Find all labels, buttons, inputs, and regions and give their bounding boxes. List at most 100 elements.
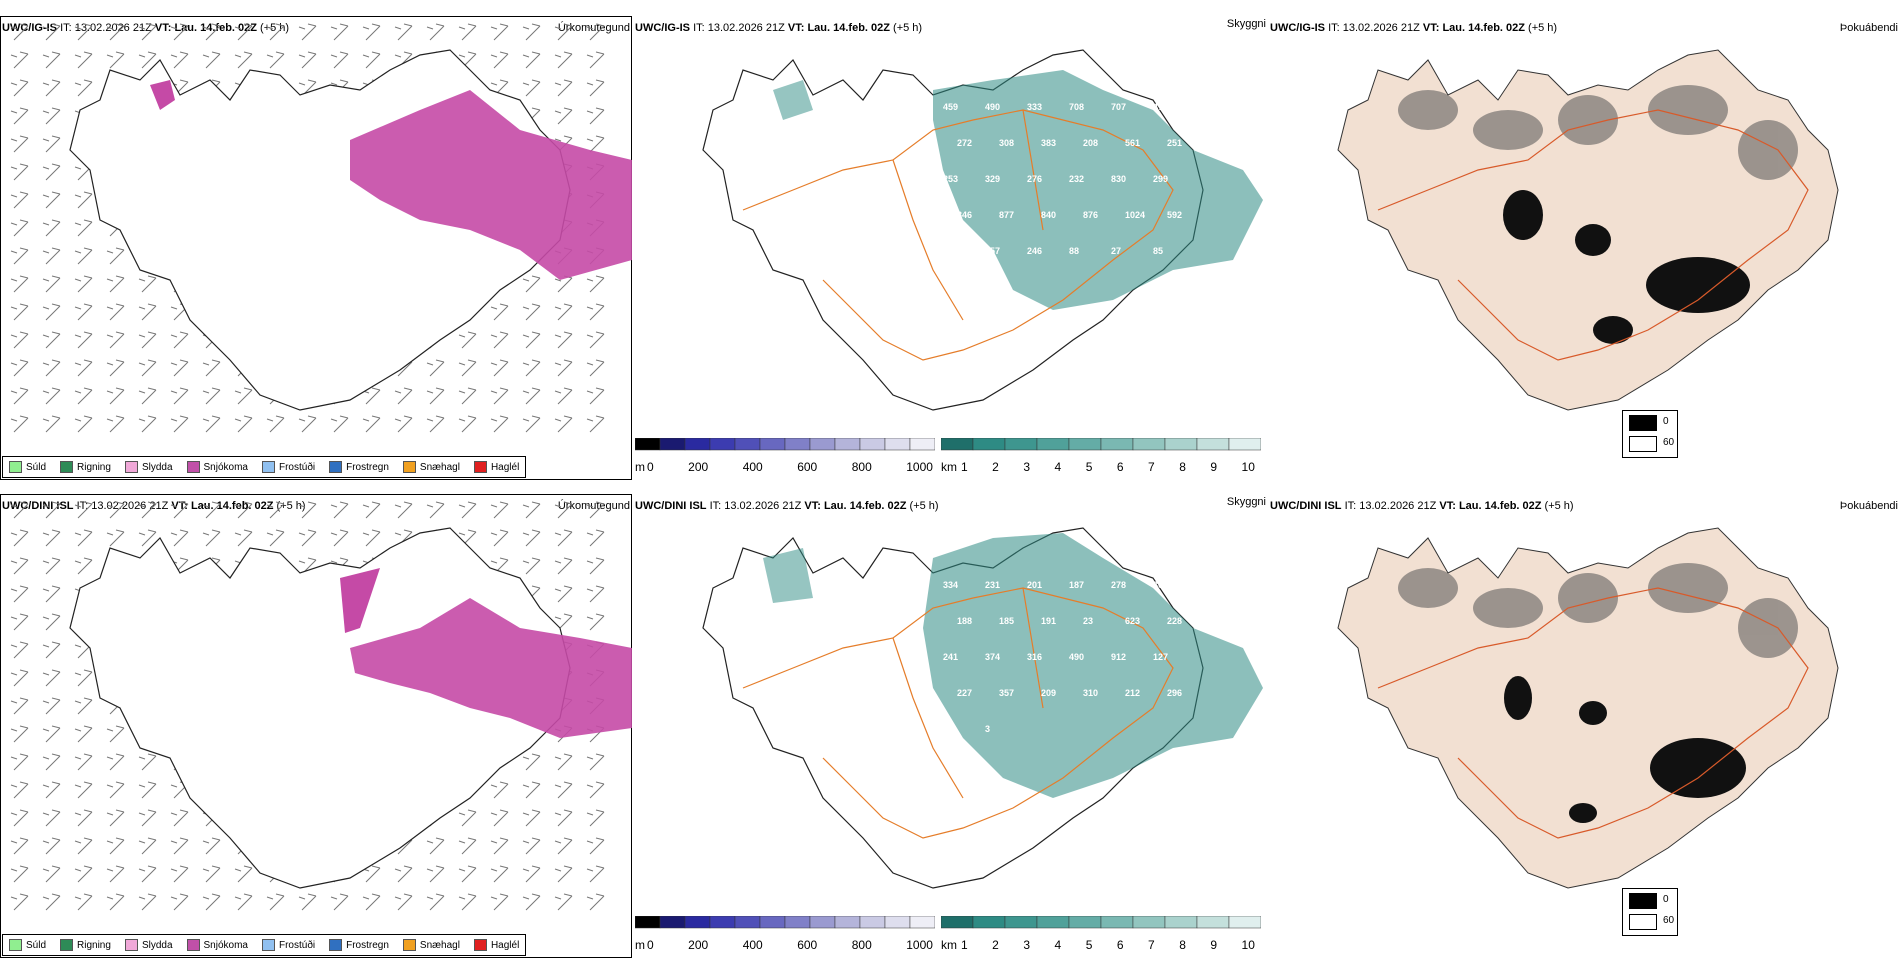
visibility-panel-0: UWC/IG-IS IT: 13.02.2026 21Z VT: Lau. 14… — [633, 0, 1268, 480]
panel-header: UWC/IG-IS IT: 13.02.2026 21Z VT: Lau. 14… — [0, 20, 632, 36]
panel-header: UWC/DINI ISL IT: 13.02.2026 21Z VT: Lau.… — [633, 496, 1268, 514]
wind-barb — [10, 837, 29, 855]
cloud-base-label: 212 — [1125, 688, 1140, 698]
wind-barb — [74, 359, 93, 377]
wind-barb — [10, 585, 29, 603]
vt-label: VT: — [804, 500, 821, 512]
colorbar-bin — [1132, 438, 1166, 451]
colorbar-bin — [1068, 438, 1102, 451]
wind-barb — [298, 415, 317, 433]
iceland-visibility-map: 459 490 333 708 707 471 272 308 383 208 561 251 253 3… — [702, 49, 1263, 411]
wind-barb — [554, 893, 573, 911]
fog-low-label: 0 — [1663, 894, 1669, 905]
wind-barb — [586, 51, 605, 69]
wind-barb — [458, 415, 477, 433]
wind-barb — [10, 23, 29, 41]
cloud-base-label: 272 — [957, 138, 972, 148]
wind-barb — [554, 107, 573, 125]
colorbar-tick: 6 — [1116, 460, 1124, 474]
legend-item: Súld — [9, 939, 46, 951]
wind-barb — [586, 809, 605, 827]
cloud-base-label: 241 — [943, 652, 958, 662]
wind-barb — [74, 23, 93, 41]
precip-type-panel-1: UWC/DINI ISL IT: 13.02.2026 21Z VT: Lau.… — [0, 478, 632, 958]
colorbar-bin — [809, 438, 836, 451]
wind-barb — [490, 893, 509, 911]
wind-barb — [138, 781, 157, 799]
colorbar-bin — [709, 438, 736, 451]
cloud-base-colorbar: m 0 200 400 600 800 1000 — [635, 916, 935, 952]
wind-barb — [106, 837, 125, 855]
wind-barb — [42, 247, 61, 265]
wind-barb — [554, 387, 573, 405]
wind-barb — [490, 837, 509, 855]
road-network — [1377, 109, 1809, 361]
wind-barb — [586, 893, 605, 911]
colorbar-tick: 800 — [851, 938, 872, 952]
wind-barb — [586, 837, 605, 855]
wind-barb — [362, 23, 381, 41]
snow-area-north — [340, 568, 380, 633]
wind-barb — [202, 51, 221, 69]
field-name: Þokuábendi — [1839, 500, 1898, 512]
wind-barb — [74, 79, 93, 97]
legend-swatch — [473, 939, 487, 951]
model-name: UWC/DINI ISL — [635, 500, 707, 512]
legend-label: Frostúði — [278, 461, 316, 473]
wind-barb — [42, 163, 61, 181]
wind-barb — [298, 51, 317, 69]
low-visibility-area-nw — [773, 80, 813, 120]
model-name: UWC/IG-IS — [2, 22, 57, 34]
snow-area — [350, 598, 632, 738]
cloud-base-label: 85 — [1153, 246, 1163, 256]
wind-barb — [42, 79, 61, 97]
precip-legend: Súld Rigning Slydda Snjókoma Frostúði Frostre… — [2, 456, 527, 478]
cloud-base-label: 127 — [1153, 652, 1168, 662]
wind-barb — [10, 275, 29, 293]
field-name: Skyggni — [1226, 18, 1266, 30]
legend-swatch — [60, 461, 74, 473]
cloud-base-label: 329 — [985, 174, 1000, 184]
colorbar-bin — [941, 438, 974, 451]
wind-barb — [458, 501, 477, 519]
it-value: 13.02.2026 21Z — [707, 22, 785, 34]
legend-item: Snjókoma — [186, 939, 248, 951]
wind-barb — [586, 79, 605, 97]
wind-barb — [10, 725, 29, 743]
wind-barb — [554, 837, 573, 855]
cloud-base-label: 459 — [943, 102, 958, 112]
cloud-base-label: 246 — [1027, 246, 1042, 256]
wind-barb — [74, 303, 93, 321]
fog-low-swatch — [1629, 914, 1657, 930]
vt-value: Lau. 14.feb. 02Z — [1458, 500, 1542, 512]
cloud-base-label: 187 — [1069, 580, 1084, 590]
wind-barb — [42, 781, 61, 799]
wind-barb — [490, 359, 509, 377]
cloud-base-label: 490 — [985, 102, 1000, 112]
legend-swatch — [329, 461, 343, 473]
wind-barb — [458, 865, 477, 883]
wind-barb — [554, 501, 573, 519]
wind-barb — [170, 359, 189, 377]
it-value: 13.02.2026 21Z — [1359, 500, 1437, 512]
fog-legend: 0 60 — [1622, 410, 1678, 458]
legend-swatch — [60, 939, 74, 951]
cloud-base-ticks: 0 200 400 600 800 1000 — [647, 938, 933, 952]
legend-item: Slydda — [124, 461, 173, 473]
lead-time: (+5 h) — [1544, 500, 1574, 512]
road-network — [742, 109, 1174, 361]
wind-barb — [138, 51, 157, 69]
legend-swatch — [402, 939, 416, 951]
wind-barb — [330, 893, 349, 911]
wind-barb — [298, 23, 317, 41]
colorbar-bin — [884, 438, 911, 451]
wind-barb — [522, 415, 541, 433]
colorbar-tick: 9 — [1210, 460, 1218, 474]
wind-barb — [10, 387, 29, 405]
wind-barb — [138, 275, 157, 293]
colorbar-bin — [859, 916, 886, 929]
wind-barb — [42, 415, 61, 433]
vt-label: VT: — [787, 22, 805, 34]
wind-barb — [170, 415, 189, 433]
wind-barb — [426, 501, 445, 519]
